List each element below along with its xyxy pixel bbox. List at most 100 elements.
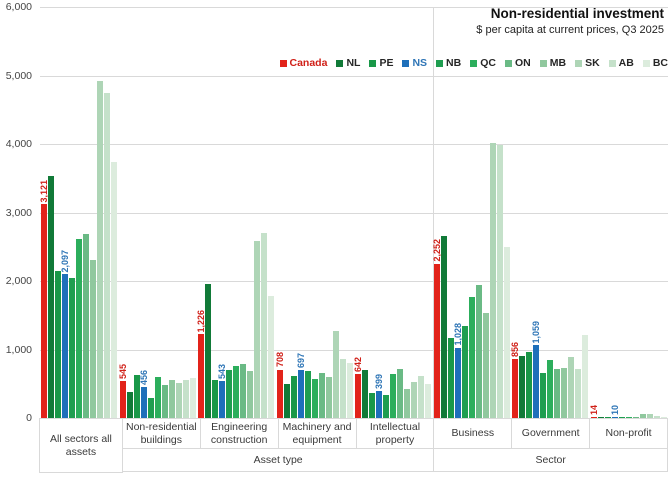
chart-subtitle: $ per capita at current prices, Q3 2025 xyxy=(476,24,664,36)
bar-ns: 543 xyxy=(217,364,227,418)
x-axis: All sectors all assets Non-residential bu… xyxy=(39,418,668,473)
bar-nl xyxy=(362,370,369,418)
bar-canada: 708 xyxy=(275,352,285,418)
legend-swatch xyxy=(279,59,287,67)
bar-pe xyxy=(290,376,297,418)
bar-nl xyxy=(205,284,212,418)
category-label: Engineering construction xyxy=(199,418,279,449)
bar-nb xyxy=(461,326,468,418)
section-divider-line xyxy=(432,7,434,418)
bar-group-non-residential-buildings: 545 456 xyxy=(118,7,198,418)
bar-on xyxy=(397,369,404,418)
section-label: Sector xyxy=(433,448,668,472)
bar-mb xyxy=(325,376,332,418)
gridline xyxy=(40,144,668,145)
bar-canada: 545 xyxy=(118,364,128,418)
legend-swatch xyxy=(436,59,444,67)
legend-item-nl: NL xyxy=(336,57,360,69)
bar-ab xyxy=(575,369,582,418)
bar-ns: 456 xyxy=(139,370,149,418)
bar-group-machinery-and-equipment: 708 697 xyxy=(275,7,355,418)
legend-swatch xyxy=(504,59,512,67)
bar-on xyxy=(554,369,561,418)
gridline xyxy=(40,281,668,282)
bar-ns: 1,059 xyxy=(531,321,541,418)
section-label: Asset type xyxy=(121,448,435,472)
legend-item-ns: NS xyxy=(402,57,427,69)
bar-ns: 10 xyxy=(610,405,620,418)
legend-item-qc: QC xyxy=(470,57,496,69)
bar-bc xyxy=(189,377,196,418)
category-label: All sectors all assets xyxy=(39,418,123,473)
y-tick-label: 6,000 xyxy=(5,1,32,13)
bar-mb xyxy=(168,379,175,418)
legend-label: SK xyxy=(585,57,600,69)
legend-item-mb: MB xyxy=(539,57,567,69)
bar-value-label: 10 xyxy=(609,404,620,415)
bar-value-label: 456 xyxy=(138,369,149,385)
bar-on xyxy=(240,363,247,418)
legend-swatch xyxy=(369,59,377,67)
bar-nb xyxy=(383,395,390,418)
bar-value-label: 856 xyxy=(510,342,521,358)
y-tick-label: 1,000 xyxy=(5,343,32,356)
legend-swatch xyxy=(336,59,344,67)
bar-pe xyxy=(55,271,62,418)
bar-bc xyxy=(660,417,667,418)
plot-area: 3,121 2,097 545 456 1,226 543 708 697 642 399 2,25… xyxy=(39,7,669,419)
bar-canada: 856 xyxy=(510,342,520,418)
section-block-asset-type: Non-residential buildings Engineering con… xyxy=(121,418,435,473)
y-tick-label: 3,000 xyxy=(5,206,32,219)
gridline xyxy=(40,75,668,77)
bar-bc xyxy=(346,363,353,418)
bar-value-label: 14 xyxy=(588,404,599,415)
bar-sk xyxy=(97,80,104,418)
bar-group-non-profit: 14 10 xyxy=(589,7,669,418)
bar-value-label: 545 xyxy=(117,363,128,379)
bar-qc xyxy=(468,297,475,418)
bar-pe xyxy=(526,351,533,418)
bar-mb xyxy=(404,389,411,418)
legend-swatch xyxy=(642,59,650,67)
bar-group-intellectual-property: 642 399 xyxy=(353,7,433,418)
bar-on xyxy=(632,416,639,418)
legend-label: QC xyxy=(480,57,496,69)
bar-sk xyxy=(254,241,261,418)
bar-nb xyxy=(540,372,547,418)
legend-item-ab: AB xyxy=(608,57,634,69)
bar-on xyxy=(161,385,168,418)
bar-value-label: 708 xyxy=(274,352,285,368)
legend-label: MB xyxy=(549,57,567,69)
legend-item-sk: SK xyxy=(575,57,600,69)
chart-title: Non-residential investment xyxy=(490,6,664,21)
bar-sk xyxy=(175,382,182,418)
category-row: Business Government Non-profit xyxy=(433,418,668,449)
bar-qc xyxy=(233,365,240,418)
bar-ns: 399 xyxy=(374,374,384,418)
bar-canada: 2,252 xyxy=(432,239,442,418)
bar-qc xyxy=(76,239,83,418)
bar-bc xyxy=(111,161,118,418)
legend-item-pe: PE xyxy=(369,57,393,69)
bar-canada: 642 xyxy=(353,357,363,418)
legend-label: AB xyxy=(618,57,634,69)
bar-canada: 14 xyxy=(589,405,599,418)
bar-value-label: 399 xyxy=(374,373,385,389)
gridline xyxy=(40,7,668,8)
legend: Canada NL PE NS NB QC ON MB SK AB BC xyxy=(279,57,668,69)
bar-nl xyxy=(597,416,604,418)
gridline xyxy=(40,349,668,351)
bar-ab xyxy=(104,92,111,418)
bar-group-business: 2,252 1,028 xyxy=(432,7,512,418)
bar-mb xyxy=(639,414,646,418)
bar-sk xyxy=(646,413,653,418)
bar-sk xyxy=(568,357,575,418)
category-label: Intellectual property xyxy=(355,418,435,449)
bar-mb xyxy=(561,368,568,418)
bar-ab xyxy=(653,416,660,418)
bar-mb xyxy=(247,370,254,418)
legend-item-canada: Canada xyxy=(279,57,327,69)
bar-mb xyxy=(90,259,97,418)
bar-nl xyxy=(283,384,290,418)
category-row: Non-residential buildings Engineering con… xyxy=(121,418,435,449)
